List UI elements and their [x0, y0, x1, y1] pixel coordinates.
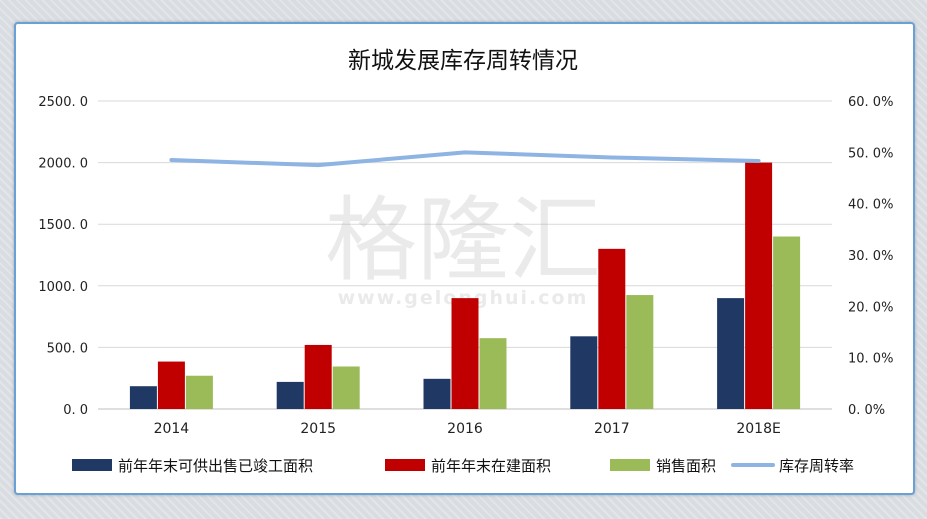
y-left-tick-label: 2500. 0	[38, 95, 88, 110]
legend-swatch	[72, 459, 112, 471]
bar	[479, 338, 507, 409]
y-right-tick-label: 20. 0%	[848, 300, 893, 315]
y-left-tick-label: 500. 0	[47, 341, 88, 356]
chart-title: 新城发展库存周转情况	[348, 48, 578, 74]
bar	[451, 298, 479, 409]
bar	[129, 386, 157, 409]
legend-label: 库存周转率	[779, 457, 854, 475]
y-left-tick-label: 1000. 0	[38, 280, 88, 295]
bar	[332, 366, 360, 409]
line-point	[317, 164, 319, 166]
y-right-tick-label: 0. 0%	[848, 403, 885, 418]
bar	[773, 236, 801, 409]
x-tick-label: 2016	[447, 421, 483, 437]
x-tick-label: 2018E	[736, 421, 780, 437]
x-tick-label: 2014	[154, 421, 190, 437]
bars	[129, 162, 801, 409]
y-right-tick-label: 60. 0%	[848, 95, 893, 110]
line-point	[758, 160, 760, 162]
watermark: 格隆汇 www.gelonghui.com	[325, 187, 601, 309]
bar	[570, 336, 598, 409]
y-left-tick-label: 1500. 0	[38, 218, 88, 233]
line-point	[611, 156, 613, 158]
bar	[157, 361, 185, 409]
right-axis-ticks: 0. 0% 10. 0% 20. 0% 30. 0% 40. 0% 50. 0% 60. 0…	[848, 95, 893, 418]
turnover-line	[169, 150, 761, 168]
y-right-tick-label: 40. 0%	[848, 198, 893, 213]
line-series-path	[169, 150, 761, 168]
bar	[626, 295, 654, 409]
watermark-text: 格隆汇	[325, 187, 601, 294]
x-tick-label: 2017	[594, 421, 630, 437]
bar	[745, 162, 773, 409]
line-point	[170, 159, 172, 161]
bar	[717, 298, 745, 409]
line-point	[464, 151, 466, 153]
bar	[185, 375, 213, 409]
bar	[304, 344, 332, 409]
y-right-tick-label: 50. 0%	[848, 146, 893, 161]
watermark-subtext: www.gelonghui.com	[338, 287, 589, 309]
legend-swatch	[610, 459, 650, 471]
x-tick-label: 2015	[300, 421, 336, 437]
bar	[598, 248, 626, 409]
legend-label: 销售面积	[656, 457, 716, 475]
y-right-tick-label: 30. 0%	[848, 249, 893, 264]
left-axis-ticks: 0. 0 500. 0 1000. 0 1500. 0 2000. 0 2500. 0	[38, 95, 88, 418]
y-right-tick-label: 10. 0%	[848, 352, 893, 367]
legend: 前年年末可供出售已竣工面积 前年年末在建面积 销售面积 库存周转率	[72, 457, 854, 475]
legend-label: 前年年末在建面积	[431, 457, 551, 475]
y-left-tick-label: 0. 0	[63, 403, 88, 418]
bar	[423, 378, 451, 409]
x-axis-ticks: 2014 2015 2016 2017 2018E	[154, 421, 781, 437]
legend-label: 前年年末可供出售已竣工面积	[118, 457, 313, 475]
bar	[276, 381, 304, 409]
legend-swatch	[385, 459, 425, 471]
y-left-tick-label: 2000. 0	[38, 157, 88, 172]
